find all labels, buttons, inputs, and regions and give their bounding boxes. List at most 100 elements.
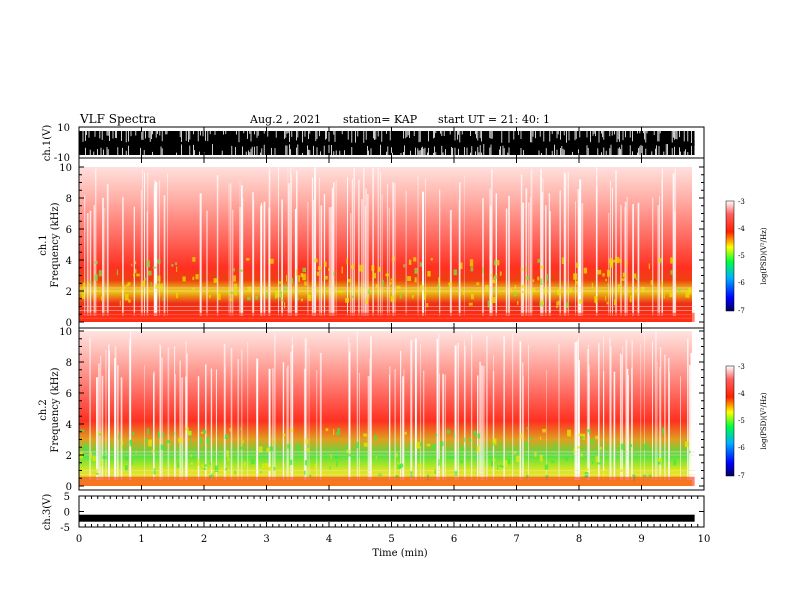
ch1-waveform-gap — [610, 144, 612, 155]
spectrogram-patch — [510, 288, 512, 293]
spectrogram-streak — [626, 196, 628, 316]
ch1-waveform-gap — [621, 144, 623, 155]
ch1-waveform-gap — [107, 149, 109, 155]
ch1-waveform-gap — [261, 148, 263, 155]
x-tick-label: 4 — [326, 534, 332, 545]
spectrogram-patch — [605, 279, 607, 282]
spectrogram-patch — [643, 444, 648, 450]
spectrogram-patch — [647, 451, 649, 454]
spectrogram-streak — [519, 341, 522, 480]
x-tick-label: 1 — [138, 534, 144, 545]
spectrogram-streak — [608, 212, 610, 316]
spectrogram-streak — [628, 375, 630, 480]
ch1-waveform-gap — [304, 131, 306, 137]
ch3-ytick-label: -5 — [60, 523, 70, 534]
spectrogram-streak — [147, 173, 149, 316]
ch1-waveform-gap — [404, 145, 405, 155]
spectrogram-patch — [247, 296, 251, 301]
ch1-waveform-gap — [88, 131, 90, 138]
spectrogram-streak — [672, 173, 675, 316]
spectrogram-patch — [669, 292, 673, 298]
ch1-waveform-gap — [639, 131, 641, 134]
ch1-waveform-gap — [302, 131, 303, 143]
spectrogram-patch — [677, 287, 681, 292]
spectrogram-streak — [186, 353, 188, 480]
spectrogram-patch — [124, 465, 128, 472]
spectrogram-patch — [663, 292, 665, 299]
ch1-waveform-gap — [101, 131, 103, 140]
spectrogram-streak — [174, 346, 176, 480]
spectrogram-patch — [87, 282, 90, 286]
ch1-waveform-gap — [508, 131, 510, 143]
spectrogram-patch — [128, 299, 131, 303]
spectrogram-patch — [306, 447, 310, 452]
spectrogram-streak — [108, 350, 110, 480]
ch1-waveform-gap — [674, 131, 675, 140]
ch1-waveform-gap — [307, 145, 308, 155]
spectrogram-streak — [319, 353, 322, 480]
ch1-waveform-gap — [629, 131, 631, 138]
spectrogram-patch — [320, 266, 322, 271]
ch1-waveform-gap — [291, 131, 293, 137]
spectrogram-patch — [499, 271, 502, 276]
ch1-waveform-gap — [551, 150, 553, 155]
ch1-waveform-gap — [458, 148, 459, 155]
ch1-waveform-gap — [296, 131, 297, 141]
spectrogram-streak — [578, 360, 580, 480]
ch1-waveform-gap — [683, 151, 685, 155]
spectrogram-streak — [655, 331, 657, 480]
spectrogram-patch — [152, 266, 157, 269]
ch1-waveform-gap — [161, 148, 163, 155]
spectrogram-streak — [158, 180, 161, 316]
ch1-waveform-gap — [568, 131, 570, 141]
spectrogram-patch — [121, 441, 124, 445]
spectrogram-streak — [438, 333, 440, 480]
spectrogram-streak — [603, 371, 605, 480]
spectrogram-streak — [204, 364, 207, 480]
ch1-waveform-gap — [238, 131, 240, 143]
ch1-waveform-gap — [513, 131, 515, 140]
spectrogram-patch — [190, 454, 192, 458]
spectrogram-patch — [82, 282, 86, 289]
ch1-waveform-gap — [365, 131, 367, 140]
ch1-spectrogram-fill — [79, 167, 692, 322]
ch3-waveform-bg — [79, 496, 692, 527]
spectrogram-patch — [229, 287, 231, 294]
spectrogram-patch — [241, 440, 244, 443]
spectrogram-patch — [356, 442, 360, 449]
spectrogram-streak — [615, 170, 618, 316]
spectrogram-patch — [192, 276, 195, 281]
spectrogram-streak — [153, 373, 155, 480]
spectrogram-streak — [415, 340, 417, 480]
spectrogram-patch — [583, 267, 588, 274]
ch1-waveform-gap — [286, 145, 288, 155]
spectrogram-streak — [503, 335, 505, 480]
ch1-waveform-gap — [452, 147, 453, 155]
ch1-waveform-gap — [477, 147, 479, 155]
ch1-waveform-gap — [433, 131, 434, 139]
ch1-waveform-gap — [531, 131, 533, 143]
ch3-ytick-label: 0 — [64, 508, 70, 519]
spectrogram-patch — [341, 266, 343, 274]
ch1-waveform-gap — [285, 145, 287, 155]
spectrogram-patch — [642, 474, 647, 478]
ch1-waveform-gap — [653, 131, 655, 136]
ch1-waveform-gap — [271, 147, 272, 155]
spectrogram-streak — [459, 182, 461, 316]
spectrogram-streak — [417, 175, 419, 316]
ch2-cb-tick-m5: -5 — [738, 417, 745, 425]
spectrogram-patch — [648, 263, 650, 270]
spectrogram-streak — [210, 368, 213, 480]
ch1-waveform-gap — [380, 144, 381, 155]
freq-ytick-label: 6 — [66, 389, 72, 400]
spectrogram-streak — [656, 361, 658, 480]
ch1-waveform-gap — [202, 131, 204, 137]
ch1-waveform-gap — [671, 148, 673, 155]
spectrogram-patch — [473, 430, 477, 437]
spectrogram-patch — [307, 294, 311, 298]
spectrogram-streak — [624, 201, 627, 316]
spectrogram-streak — [588, 372, 590, 480]
ch1-waveform-gap — [159, 131, 161, 136]
spectrogram-streak — [358, 372, 360, 480]
spectrogram-patch — [604, 468, 607, 474]
